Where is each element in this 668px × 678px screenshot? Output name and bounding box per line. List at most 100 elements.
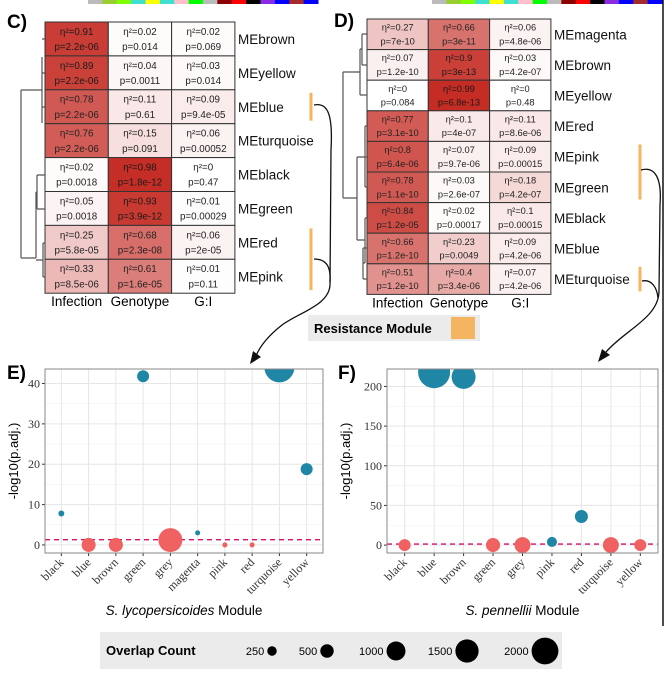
eta-value: η²=0.91	[60, 27, 94, 38]
p-value: p=3e-11	[442, 36, 476, 46]
heatmap-cell: η²=0.11 p=0.61	[107, 89, 173, 125]
module-color-strip	[303, 0, 319, 4]
heatmap-cell: η²=0.09 p=0.00015	[489, 140, 552, 173]
heatmap-cell: η²=0.89 p=2.2e-06	[44, 55, 109, 91]
p-value: p=0.069	[185, 42, 221, 53]
cell-fill	[489, 171, 552, 204]
eta-value: η²=0.4	[446, 267, 473, 277]
x-axis-title-species: S. lycopersicoides	[106, 603, 215, 618]
bubble-magenta	[195, 530, 201, 536]
points	[398, 369, 647, 553]
bubble-pink	[546, 536, 557, 547]
heatmap-cell: η²=0.06 p=2e-05	[171, 224, 236, 260]
module-label: MEblue	[554, 242, 600, 257]
cell-fill	[427, 263, 491, 295]
heatmap-cell: η²=0.9 p=3e-13	[427, 49, 491, 81]
eta-value: η²=0.03	[187, 61, 221, 72]
heatmap-cell: η²=0.15 p=0.091	[107, 123, 173, 159]
bubble-blue	[81, 537, 96, 552]
heatmap-cell: η²=0.93 p=3.9e-12	[107, 191, 173, 226]
p-value: p=2.2e-06	[54, 42, 99, 53]
p-value: p=8.6e-06	[499, 128, 541, 138]
module-color-strip	[274, 0, 290, 4]
module-label: MEpink	[238, 269, 283, 284]
eta-value: η²=0	[511, 84, 530, 94]
heatmap-cell: η²=0.01 p=0.11	[171, 258, 236, 294]
eta-value: η²=0.02	[443, 206, 475, 216]
legend-size-label: 250	[246, 646, 264, 658]
cell-fill	[427, 171, 491, 204]
module-color-strip	[561, 0, 577, 4]
heatmap-cell: η²=0 p=0.084	[366, 79, 429, 112]
legend-size-circle	[455, 639, 479, 663]
heatmap-cell: η²=0.04 p=0.0011	[107, 55, 173, 91]
p-value: p=3e-13	[442, 67, 476, 77]
heatmap-cell: η²=0.03 p=4.2e-07	[489, 49, 552, 81]
p-value: p=1.1e-10	[377, 189, 419, 199]
cell-fill	[489, 232, 552, 265]
legend-title: Overlap Count	[106, 643, 196, 658]
x-tick-label: yellow	[612, 555, 645, 588]
size-legend: Overlap Count 250 500 1000 1500 2000	[100, 632, 562, 669]
heatmap-cell: η²=0.09 p=9.4e-05	[171, 89, 236, 125]
x-tick-label: pink	[205, 555, 230, 580]
p-value: p=2.2e-06	[54, 76, 99, 87]
p-value: p=1.2e-10	[377, 67, 419, 77]
eta-value: η²=0.09	[187, 95, 221, 106]
eta-value: η²=0.27	[382, 23, 414, 33]
cell-fill	[366, 202, 429, 234]
eta-value: η²=0.09	[504, 237, 536, 247]
module-label: MEmagenta	[554, 27, 627, 42]
p-value: p=0.11	[188, 279, 218, 290]
p-value: p=3.4e-06	[438, 281, 480, 291]
p-value: p=0.00029	[180, 212, 227, 223]
module-label: MEturquoise	[554, 272, 630, 287]
eta-value: η²=0.02	[60, 162, 94, 173]
eta-value: η²=0.07	[382, 53, 414, 63]
heatmap-cell: η²=0.1 p=0.00015	[489, 202, 552, 234]
arrowhead-icon	[598, 349, 610, 362]
module-color-strip	[188, 0, 204, 4]
eta-value: η²=0.66	[382, 237, 414, 247]
p-value: p=7e-10	[380, 36, 414, 46]
cell-fill	[489, 49, 552, 81]
module-color-strip	[432, 0, 447, 4]
p-value: p=6.8e-13	[438, 98, 480, 108]
heatmap-cell: η²=0.23 p=0.0049	[427, 232, 491, 265]
p-value: p=0.00015	[498, 159, 542, 169]
heatmap-cell: η²=0.06 p=4.8e-06	[489, 18, 552, 51]
bubble-green	[486, 538, 501, 553]
column-label: Infection	[372, 295, 423, 310]
x-tick-label: green	[469, 555, 498, 584]
y-tick-label: 20	[28, 457, 40, 471]
heatmap-cell: η²=0.03 p=0.014	[171, 55, 236, 91]
resistance-swatch	[451, 317, 475, 339]
heatmap-cell: η²=0.61 p=1.6e-05	[107, 258, 173, 294]
module-label: MEbrown	[554, 58, 611, 73]
legend-size-label: 1500	[428, 646, 452, 658]
cell-fill	[171, 55, 236, 91]
legend-size-circle	[386, 641, 406, 661]
cell-fill	[366, 18, 429, 51]
bubble-blue	[418, 369, 451, 389]
arrowhead-icon	[250, 351, 261, 364]
heatmap-cell: η²=0.91 p=2.2e-06	[44, 21, 109, 57]
column-label: Genotype	[430, 295, 489, 310]
eta-value: η²=0.07	[443, 145, 475, 155]
heatmap-cell: η²=0.02 p=0.0018	[44, 157, 109, 193]
p-value: p=0.084	[381, 98, 415, 108]
legend-size-circle	[320, 644, 334, 658]
panel-label: F)	[338, 363, 356, 384]
x-tick-label: yellow	[279, 555, 312, 588]
heatmap-cell: η²=0.07 p=9.7e-06	[427, 140, 491, 173]
legend-size-label: 1000	[359, 646, 383, 658]
p-value: p=2.3e-08	[118, 246, 163, 257]
column-label: Genotype	[111, 294, 170, 309]
p-value: p=1.8e-12	[118, 178, 162, 189]
x-tick-label: pink	[532, 555, 557, 580]
eta-value: η²=0.04	[123, 61, 157, 72]
legend-size-circle	[531, 637, 559, 665]
panel-label: E)	[7, 363, 26, 384]
